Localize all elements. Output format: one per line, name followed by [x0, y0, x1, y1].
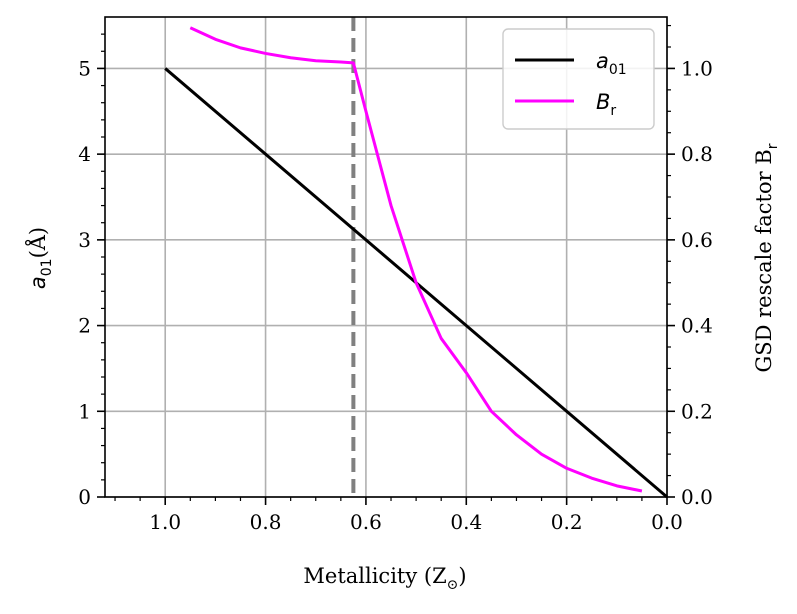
y-right-tick-label: 0.6 [681, 228, 713, 252]
y-right-tick-label: 0.2 [681, 399, 713, 423]
legend: a01 Br [502, 28, 655, 130]
x-axis-label: Metallicity (Z⊙) [303, 564, 466, 593]
x-tick-label: 0.0 [651, 510, 683, 534]
x-tick-label: 0.2 [551, 510, 583, 534]
y-left-tick-label: 3 [78, 228, 91, 252]
legend-label-br: Br [596, 90, 616, 119]
y-right-tick-label: 0.4 [681, 314, 713, 338]
x-tick-label: 0.8 [250, 510, 282, 534]
y-left-tick-label: 1 [78, 399, 91, 423]
y-right-tick-label: 0.8 [681, 142, 713, 166]
y-right-tick-label: 0.0 [681, 485, 713, 509]
y-left-tick-label: 0 [78, 485, 91, 509]
y-left-tick-label: 4 [78, 142, 91, 166]
series-line-br [189, 26, 643, 493]
x-tick-label: 1.0 [149, 510, 181, 534]
x-tick-label: 0.6 [350, 510, 382, 534]
y-left-tick-label: 5 [78, 56, 91, 80]
y-right-tick-label: 1.0 [681, 56, 713, 80]
y-left-tick-label: 2 [78, 314, 91, 338]
x-tick-label: 0.4 [450, 510, 482, 534]
series-group [164, 26, 668, 499]
y-right-axis-label: GSD rescale factor Br [752, 143, 781, 372]
legend-box [502, 28, 655, 130]
y-left-axis-label: a01(Å) [25, 227, 55, 289]
legend-label-a01: a01 [596, 49, 627, 78]
ticks: 1.0 0.8 0.6 0.4 0.2 0.0 0 1 2 3 4 5 0.0 0.2 0.4 0.6 0.8 1… [78, 24, 713, 534]
